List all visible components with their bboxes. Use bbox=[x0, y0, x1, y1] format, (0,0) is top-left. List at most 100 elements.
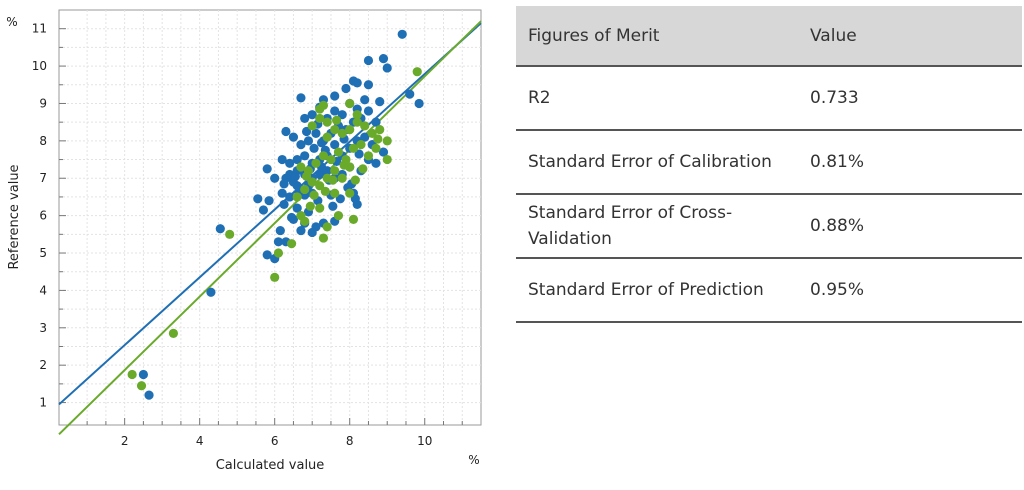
y-unit-label: % bbox=[6, 15, 17, 29]
data-point-series-1 bbox=[328, 201, 338, 211]
data-point-series-1 bbox=[371, 117, 381, 127]
data-point-series-1 bbox=[285, 158, 295, 168]
data-point-series-2 bbox=[273, 248, 284, 258]
data-point-series-2 bbox=[352, 117, 362, 127]
data-point-series-2 bbox=[315, 104, 325, 114]
data-point-series-1 bbox=[258, 205, 269, 215]
data-point-series-2 bbox=[315, 203, 325, 213]
data-point-series-1 bbox=[378, 147, 389, 157]
header-value: Value bbox=[798, 6, 1022, 67]
data-point-series-2 bbox=[315, 181, 325, 191]
data-point-series-2 bbox=[331, 115, 342, 125]
data-point-series-2 bbox=[286, 239, 297, 249]
data-point-series-2 bbox=[412, 67, 422, 77]
y-tick-label: 10 bbox=[32, 59, 47, 73]
table-row: Standard Error of Cross-Validation 0.88% bbox=[516, 194, 1022, 259]
data-point-series-2 bbox=[339, 160, 349, 170]
data-point-series-2 bbox=[305, 201, 315, 211]
data-point-series-1 bbox=[371, 158, 381, 168]
x-unit-label: % bbox=[468, 453, 479, 467]
data-point-series-1 bbox=[296, 225, 306, 236]
data-point-series-1 bbox=[206, 287, 216, 297]
data-point-series-1 bbox=[382, 63, 392, 73]
data-point-series-1 bbox=[279, 199, 289, 210]
row-label: Standard Error of Prediction bbox=[516, 258, 798, 323]
data-point-series-2 bbox=[318, 151, 329, 161]
data-point-series-2 bbox=[309, 190, 319, 200]
data-point-series-2 bbox=[373, 134, 383, 144]
y-axis-title: Reference value bbox=[7, 164, 22, 269]
data-point-series-2 bbox=[270, 272, 280, 282]
data-point-series-2 bbox=[136, 381, 147, 391]
data-point-series-1 bbox=[286, 212, 297, 223]
data-points bbox=[127, 29, 424, 400]
data-point-series-2 bbox=[301, 171, 312, 181]
x-tick-label: 8 bbox=[346, 434, 354, 448]
data-point-series-2 bbox=[127, 369, 137, 380]
data-point-series-1 bbox=[288, 132, 299, 142]
data-point-series-1 bbox=[290, 171, 300, 181]
data-point-series-2 bbox=[382, 154, 392, 165]
y-tick-label: 3 bbox=[39, 321, 47, 335]
data-point-series-1 bbox=[363, 80, 374, 90]
row-label: R2 bbox=[516, 66, 798, 131]
data-point-series-2 bbox=[352, 110, 362, 120]
data-point-series-1 bbox=[215, 224, 225, 234]
data-point-series-2 bbox=[318, 233, 329, 243]
data-point-series-1 bbox=[363, 55, 374, 66]
data-point-series-2 bbox=[296, 211, 306, 221]
data-point-series-2 bbox=[300, 184, 310, 195]
data-point-series-1 bbox=[296, 93, 306, 103]
data-point-series-2 bbox=[348, 214, 359, 224]
data-point-series-1 bbox=[273, 237, 284, 247]
table-header-row: Figures of Merit Value bbox=[516, 6, 1022, 67]
data-point-series-2 bbox=[311, 158, 321, 168]
data-point-series-1 bbox=[330, 139, 340, 150]
data-point-series-1 bbox=[264, 196, 274, 206]
x-tick-label: 10 bbox=[417, 434, 432, 448]
data-point-series-2 bbox=[296, 162, 306, 172]
x-tick-label: 6 bbox=[271, 434, 279, 448]
y-tick-label: 8 bbox=[39, 134, 47, 148]
data-point-series-2 bbox=[356, 139, 366, 150]
data-point-series-1 bbox=[262, 250, 272, 260]
data-point-series-1 bbox=[360, 95, 370, 105]
data-point-series-1 bbox=[296, 139, 306, 150]
y-tick-label: 1 bbox=[39, 396, 47, 410]
data-point-series-2 bbox=[382, 136, 392, 146]
data-point-series-1 bbox=[281, 126, 291, 137]
data-point-series-2 bbox=[322, 222, 332, 232]
data-point-series-2 bbox=[330, 166, 340, 176]
data-point-series-2 bbox=[307, 177, 317, 187]
data-point-series-1 bbox=[309, 143, 319, 153]
data-point-series-2 bbox=[371, 143, 381, 153]
data-point-series-2 bbox=[337, 128, 347, 138]
table-row: R2 0.733 bbox=[516, 66, 1022, 131]
data-point-series-1 bbox=[292, 203, 302, 213]
row-value: 0.88% bbox=[798, 194, 1022, 259]
scatter-chart: 2 4 6 8 10 1 2 3 4 5 6 7 8 9 10 11 % % Calculated value… bbox=[0, 0, 500, 490]
data-point-series-2 bbox=[333, 147, 344, 157]
data-point-series-2 bbox=[328, 175, 338, 185]
data-point-series-2 bbox=[333, 211, 344, 221]
data-point-series-2 bbox=[345, 98, 355, 109]
row-label: Standard Error of Calibration bbox=[516, 130, 798, 195]
data-point-series-1 bbox=[397, 29, 407, 39]
data-point-series-2 bbox=[322, 132, 332, 142]
data-point-series-1 bbox=[363, 106, 374, 116]
data-point-series-1 bbox=[405, 89, 415, 99]
data-point-series-2 bbox=[360, 121, 370, 131]
data-point-series-2 bbox=[322, 117, 332, 127]
data-point-series-1 bbox=[341, 83, 351, 94]
y-tick-label: 2 bbox=[39, 358, 47, 372]
data-point-series-1 bbox=[270, 173, 280, 183]
data-point-series-1 bbox=[414, 98, 424, 109]
data-point-series-1 bbox=[311, 128, 321, 138]
data-point-series-1 bbox=[300, 113, 310, 124]
data-point-series-2 bbox=[348, 143, 359, 153]
data-point-series-1 bbox=[311, 222, 321, 232]
data-point-series-2 bbox=[292, 192, 302, 202]
data-point-series-1 bbox=[303, 136, 314, 146]
data-point-series-2 bbox=[225, 229, 235, 239]
